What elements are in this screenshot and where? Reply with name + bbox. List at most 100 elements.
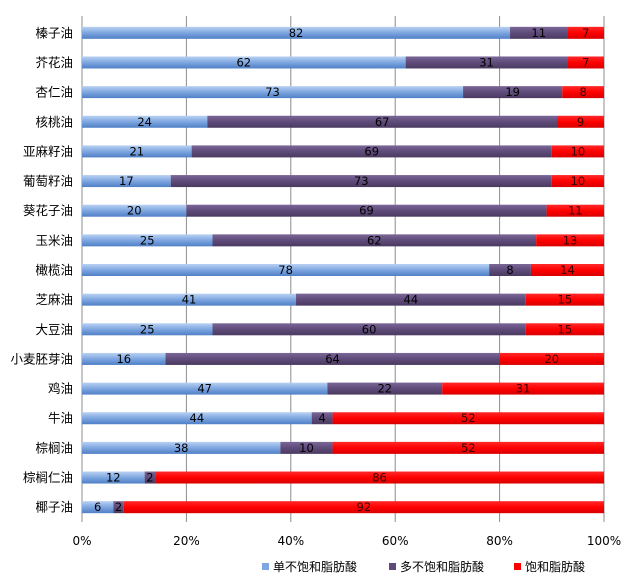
category-label: 椰子油 (35, 500, 73, 515)
bar-segment (562, 86, 604, 99)
legend-swatch (262, 563, 269, 570)
bar-segment (546, 204, 604, 217)
bar-segment (510, 26, 568, 39)
data-label: 20 (127, 204, 142, 218)
data-label: 11 (531, 26, 546, 40)
legend-label: 饱和脂肪酸 (525, 559, 585, 574)
data-label: 8 (506, 263, 513, 277)
data-label: 73 (354, 174, 369, 188)
data-label: 16 (116, 352, 131, 366)
data-label: 2 (146, 471, 153, 485)
data-label: 13 (563, 233, 578, 247)
bar-segment (82, 323, 213, 336)
data-label: 44 (190, 411, 205, 425)
data-label: 17 (119, 174, 134, 188)
data-label: 62 (236, 55, 251, 69)
data-label: 21 (129, 144, 144, 158)
bar-segment (82, 26, 511, 39)
bar-segment (82, 293, 297, 306)
bar-segment (191, 145, 552, 158)
data-label: 10 (571, 144, 586, 158)
bar-segment (296, 293, 526, 306)
bar-segment (165, 352, 500, 365)
bar-segment (212, 234, 537, 247)
data-label: 2 (115, 500, 122, 514)
data-label: 62 (367, 233, 382, 247)
bar-segment (82, 175, 171, 188)
bar-segment (463, 86, 563, 99)
bar-segment (123, 501, 604, 514)
bar-segment (82, 264, 490, 276)
data-label: 10 (299, 441, 314, 455)
category-label: 芝麻油 (35, 292, 73, 307)
bar-segment (557, 115, 604, 128)
data-label: 31 (479, 55, 494, 69)
data-label: 78 (278, 263, 293, 277)
bar-segment (82, 56, 406, 69)
category-label: 核桃油 (35, 114, 73, 129)
x-tick-label: 0% (72, 534, 91, 548)
data-label: 9 (577, 115, 584, 129)
bar-segment (170, 175, 552, 188)
data-label: 69 (359, 204, 374, 218)
data-label: 41 (182, 293, 197, 307)
data-label: 8 (579, 85, 586, 99)
bar-segment (280, 441, 333, 454)
bar-segment (499, 352, 604, 365)
bar-segment (113, 501, 124, 514)
bar-segment (82, 441, 281, 454)
x-tick-label: 40% (277, 534, 304, 548)
bar-segment (551, 175, 604, 188)
category-label: 棕榈油 (35, 440, 73, 455)
bar-segment (525, 323, 604, 336)
category-label: 棕榈仁油 (23, 470, 73, 485)
bar-segment (82, 382, 328, 395)
bar-segment (442, 382, 604, 395)
category-label: 葡萄籽油 (23, 174, 73, 189)
bar-segment (327, 382, 443, 395)
category-label: 杏仁油 (35, 85, 73, 100)
data-label: 38 (174, 441, 189, 455)
bar-segment (82, 234, 213, 247)
data-label: 6 (94, 500, 101, 514)
bar-segment (144, 471, 156, 484)
data-label: 14 (560, 263, 575, 277)
bar-segment (536, 234, 604, 247)
category-label: 牛油 (48, 411, 73, 426)
data-label: 69 (364, 144, 379, 158)
bar-segment (207, 115, 558, 128)
category-label: 葵花子油 (23, 203, 73, 218)
data-label: 22 (377, 382, 392, 396)
x-tick-label: 100% (587, 534, 621, 548)
data-label: 60 (362, 322, 377, 336)
bar-segment (82, 86, 464, 99)
data-label: 47 (197, 382, 212, 396)
legend: 单不饱和脂肪酸 多不饱和脂肪酸 饱和脂肪酸 (262, 559, 585, 574)
data-label: 24 (137, 115, 152, 129)
data-label: 15 (558, 293, 573, 307)
data-label: 52 (461, 441, 476, 455)
bar-segment (82, 145, 192, 158)
legend-swatch (514, 563, 521, 570)
category-label: 鸡油 (48, 381, 73, 396)
data-label: 73 (265, 85, 280, 99)
data-label: 12 (106, 471, 121, 485)
bar-segment (567, 26, 604, 39)
legend-label: 多不饱和脂肪酸 (400, 559, 484, 574)
category-label: 橄榄油 (35, 263, 73, 278)
x-tick-label: 80% (486, 534, 513, 548)
bar-segment (332, 412, 604, 425)
bar-segment (82, 115, 208, 128)
bar-segment (567, 56, 604, 69)
data-label: 7 (582, 26, 589, 40)
data-label: 15 (558, 322, 573, 336)
bar-segment (551, 145, 604, 158)
data-label: 19 (505, 85, 520, 99)
legend-swatch (389, 563, 396, 570)
data-label: 7 (582, 55, 589, 69)
data-label: 44 (404, 293, 419, 307)
bar-segment (82, 412, 312, 425)
x-tick-label: 60% (382, 534, 409, 548)
